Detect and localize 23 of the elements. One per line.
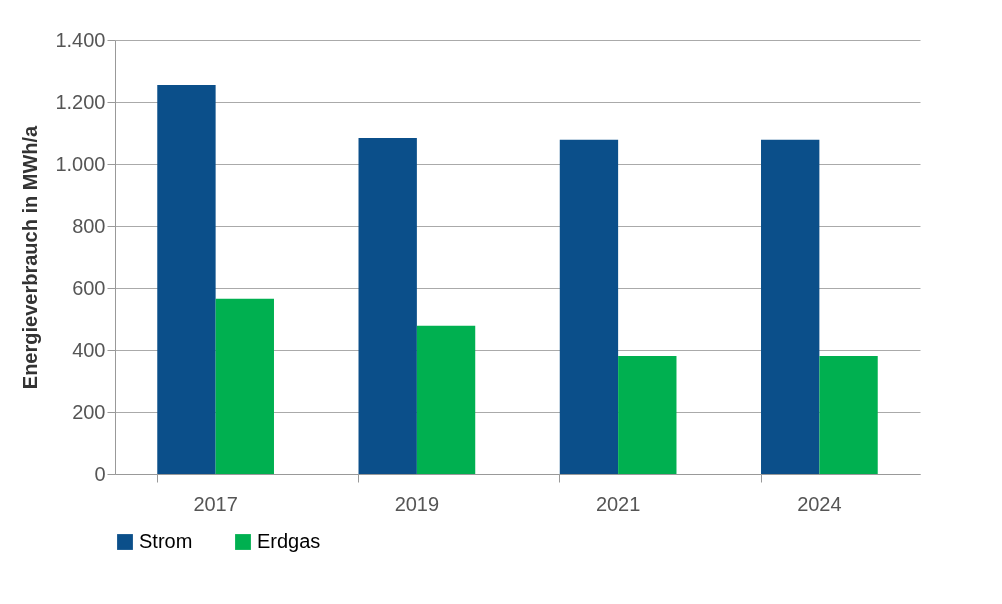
y-axis-title: Energieverbrauch in MWh/a — [19, 124, 42, 390]
bar — [157, 84, 216, 474]
bar — [215, 298, 274, 474]
bar — [618, 355, 677, 474]
bar — [559, 139, 619, 474]
y-tick-label: 400 — [72, 338, 106, 361]
y-tick-label: 0 — [94, 462, 106, 485]
y-tick-label: 1.400 — [55, 28, 106, 51]
bar — [761, 139, 820, 474]
bar — [358, 137, 417, 474]
x-tick-label: 2021 — [595, 492, 641, 515]
y-tick-label: 1.000 — [55, 152, 106, 175]
bar — [416, 325, 476, 474]
y-tick-label: 200 — [72, 400, 106, 423]
legend-label: Strom — [139, 530, 193, 552]
x-tick-label: 2017 — [193, 492, 238, 515]
legend-label: Erdgas — [257, 530, 321, 552]
bar — [819, 355, 878, 474]
x-tick-label: 2024 — [797, 492, 842, 515]
y-tick-label: 800 — [72, 214, 106, 237]
x-tick-label: 2019 — [394, 492, 440, 515]
y-tick-label: 1.200 — [55, 90, 106, 113]
y-tick-label: 600 — [72, 276, 106, 299]
